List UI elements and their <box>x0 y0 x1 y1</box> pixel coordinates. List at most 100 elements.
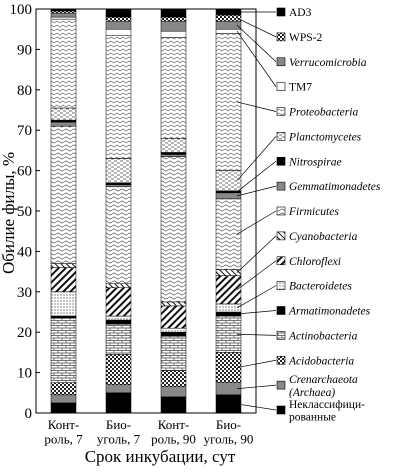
bar-segment <box>105 392 132 414</box>
x-tick-label: Био-уголь, 7 <box>97 417 141 446</box>
bar-segment <box>50 121 77 127</box>
legend-swatch <box>276 107 286 116</box>
bar-segment <box>105 319 132 325</box>
bar-segment <box>50 402 77 414</box>
legend-swatch <box>276 181 286 191</box>
bar-segment <box>160 154 187 157</box>
leader-line <box>236 31 277 87</box>
y-axis-title: Обилие филы, % <box>0 152 18 274</box>
y-tick-label: 60 <box>17 164 32 180</box>
y-tick-label: 40 <box>17 244 32 260</box>
legend-swatch <box>276 380 286 390</box>
bar-segment <box>50 394 77 404</box>
legend-swatch <box>276 7 286 17</box>
legend-swatch <box>276 231 286 241</box>
y-tick-label: 20 <box>17 325 32 341</box>
bar-segment <box>160 305 187 329</box>
leader-line <box>236 359 277 368</box>
bar-segment <box>160 138 187 153</box>
bar-segment <box>50 18 77 109</box>
leader-line <box>236 384 277 390</box>
bar-segment <box>105 354 132 385</box>
bar-segment <box>160 152 187 155</box>
bar-segment <box>105 182 132 185</box>
legend-label: AD3 <box>289 7 312 19</box>
bar-segment <box>215 352 242 383</box>
leader-line <box>236 24 277 63</box>
bar-segment <box>160 8 187 18</box>
bar-segment <box>160 156 187 303</box>
legend-swatch <box>276 156 286 166</box>
bar-segment <box>105 287 132 317</box>
legend-label: Firmicutes <box>288 206 339 218</box>
leader-line <box>236 285 277 309</box>
bar-segment <box>105 35 132 159</box>
x-tick-label: Конт-роль, 90 <box>151 417 196 446</box>
bar-segment <box>105 28 132 36</box>
legend-label: Gemmatimonadetes <box>289 181 381 193</box>
legend-swatch <box>276 57 286 67</box>
bar-segment <box>105 16 132 22</box>
legend-label: Armatimonadetes <box>288 306 371 318</box>
bar-segment <box>50 263 77 268</box>
bar-segment <box>50 315 77 319</box>
bar-segment <box>50 107 77 121</box>
y-tick-label: 10 <box>17 366 32 382</box>
bar-segment <box>215 315 242 353</box>
bar-segment <box>215 275 242 305</box>
x-tick-label: Био-уголь, 90 <box>204 417 254 446</box>
bar-segment <box>160 301 187 307</box>
legend-swatch <box>276 132 286 141</box>
bar-segment <box>50 10 77 14</box>
bar-segment <box>215 198 242 270</box>
legend-label: Cyanobacteria <box>289 231 358 243</box>
bar-segment <box>105 283 132 289</box>
bar-segment <box>50 16 77 20</box>
x-tick-label: Конт-роль, 7 <box>44 417 83 446</box>
leader-line <box>236 310 277 315</box>
legend-label: Bacteroidetes <box>289 281 352 293</box>
bar-segment <box>160 335 187 371</box>
bar-segment <box>160 331 187 337</box>
leader-line <box>236 160 277 193</box>
legend-swatch <box>276 32 286 42</box>
legend-swatch <box>276 281 286 290</box>
legend-label: Nitrospirae <box>288 156 342 168</box>
y-tick-label: 100 <box>10 2 33 18</box>
y-tick-label: 90 <box>17 42 32 58</box>
leader-line <box>236 403 277 411</box>
leader-line <box>236 185 277 197</box>
legend-label: Planctomycetes <box>288 131 362 143</box>
legend-swatch <box>276 82 286 91</box>
legend-swatch <box>276 206 286 216</box>
bar-segment <box>105 184 132 188</box>
bar-segment <box>50 267 77 293</box>
bar-segment <box>50 12 77 18</box>
legend-swatch <box>276 256 286 266</box>
legend-label: Verrucomicrobia <box>289 57 367 69</box>
leader-line <box>236 210 277 235</box>
bar-segment <box>160 16 187 22</box>
y-tick-label: 0 <box>25 406 33 422</box>
leader-line <box>236 260 277 291</box>
bar-segment <box>50 382 77 396</box>
legend-label: Неклассифици-рованные <box>289 399 365 424</box>
y-tick-label: 80 <box>17 83 32 99</box>
leader-line <box>236 136 277 181</box>
bar-segment <box>50 125 77 264</box>
leader-line <box>236 101 277 112</box>
legend-label: Crenarchaeota (Archaea) <box>289 374 358 399</box>
x-axis-title: Срок инкубации, сут <box>85 447 236 466</box>
leader-line <box>236 235 277 273</box>
legend-swatch <box>276 331 286 340</box>
bar-segment <box>105 20 132 30</box>
bar-segment <box>105 384 132 394</box>
bar-segment <box>50 291 77 317</box>
legend-label: Proteobacteria <box>288 107 358 119</box>
bar-segment <box>160 396 187 414</box>
bar-segment <box>105 315 132 321</box>
legend-swatch <box>276 405 286 415</box>
bar-segment <box>215 32 242 171</box>
leader-line <box>236 17 277 38</box>
